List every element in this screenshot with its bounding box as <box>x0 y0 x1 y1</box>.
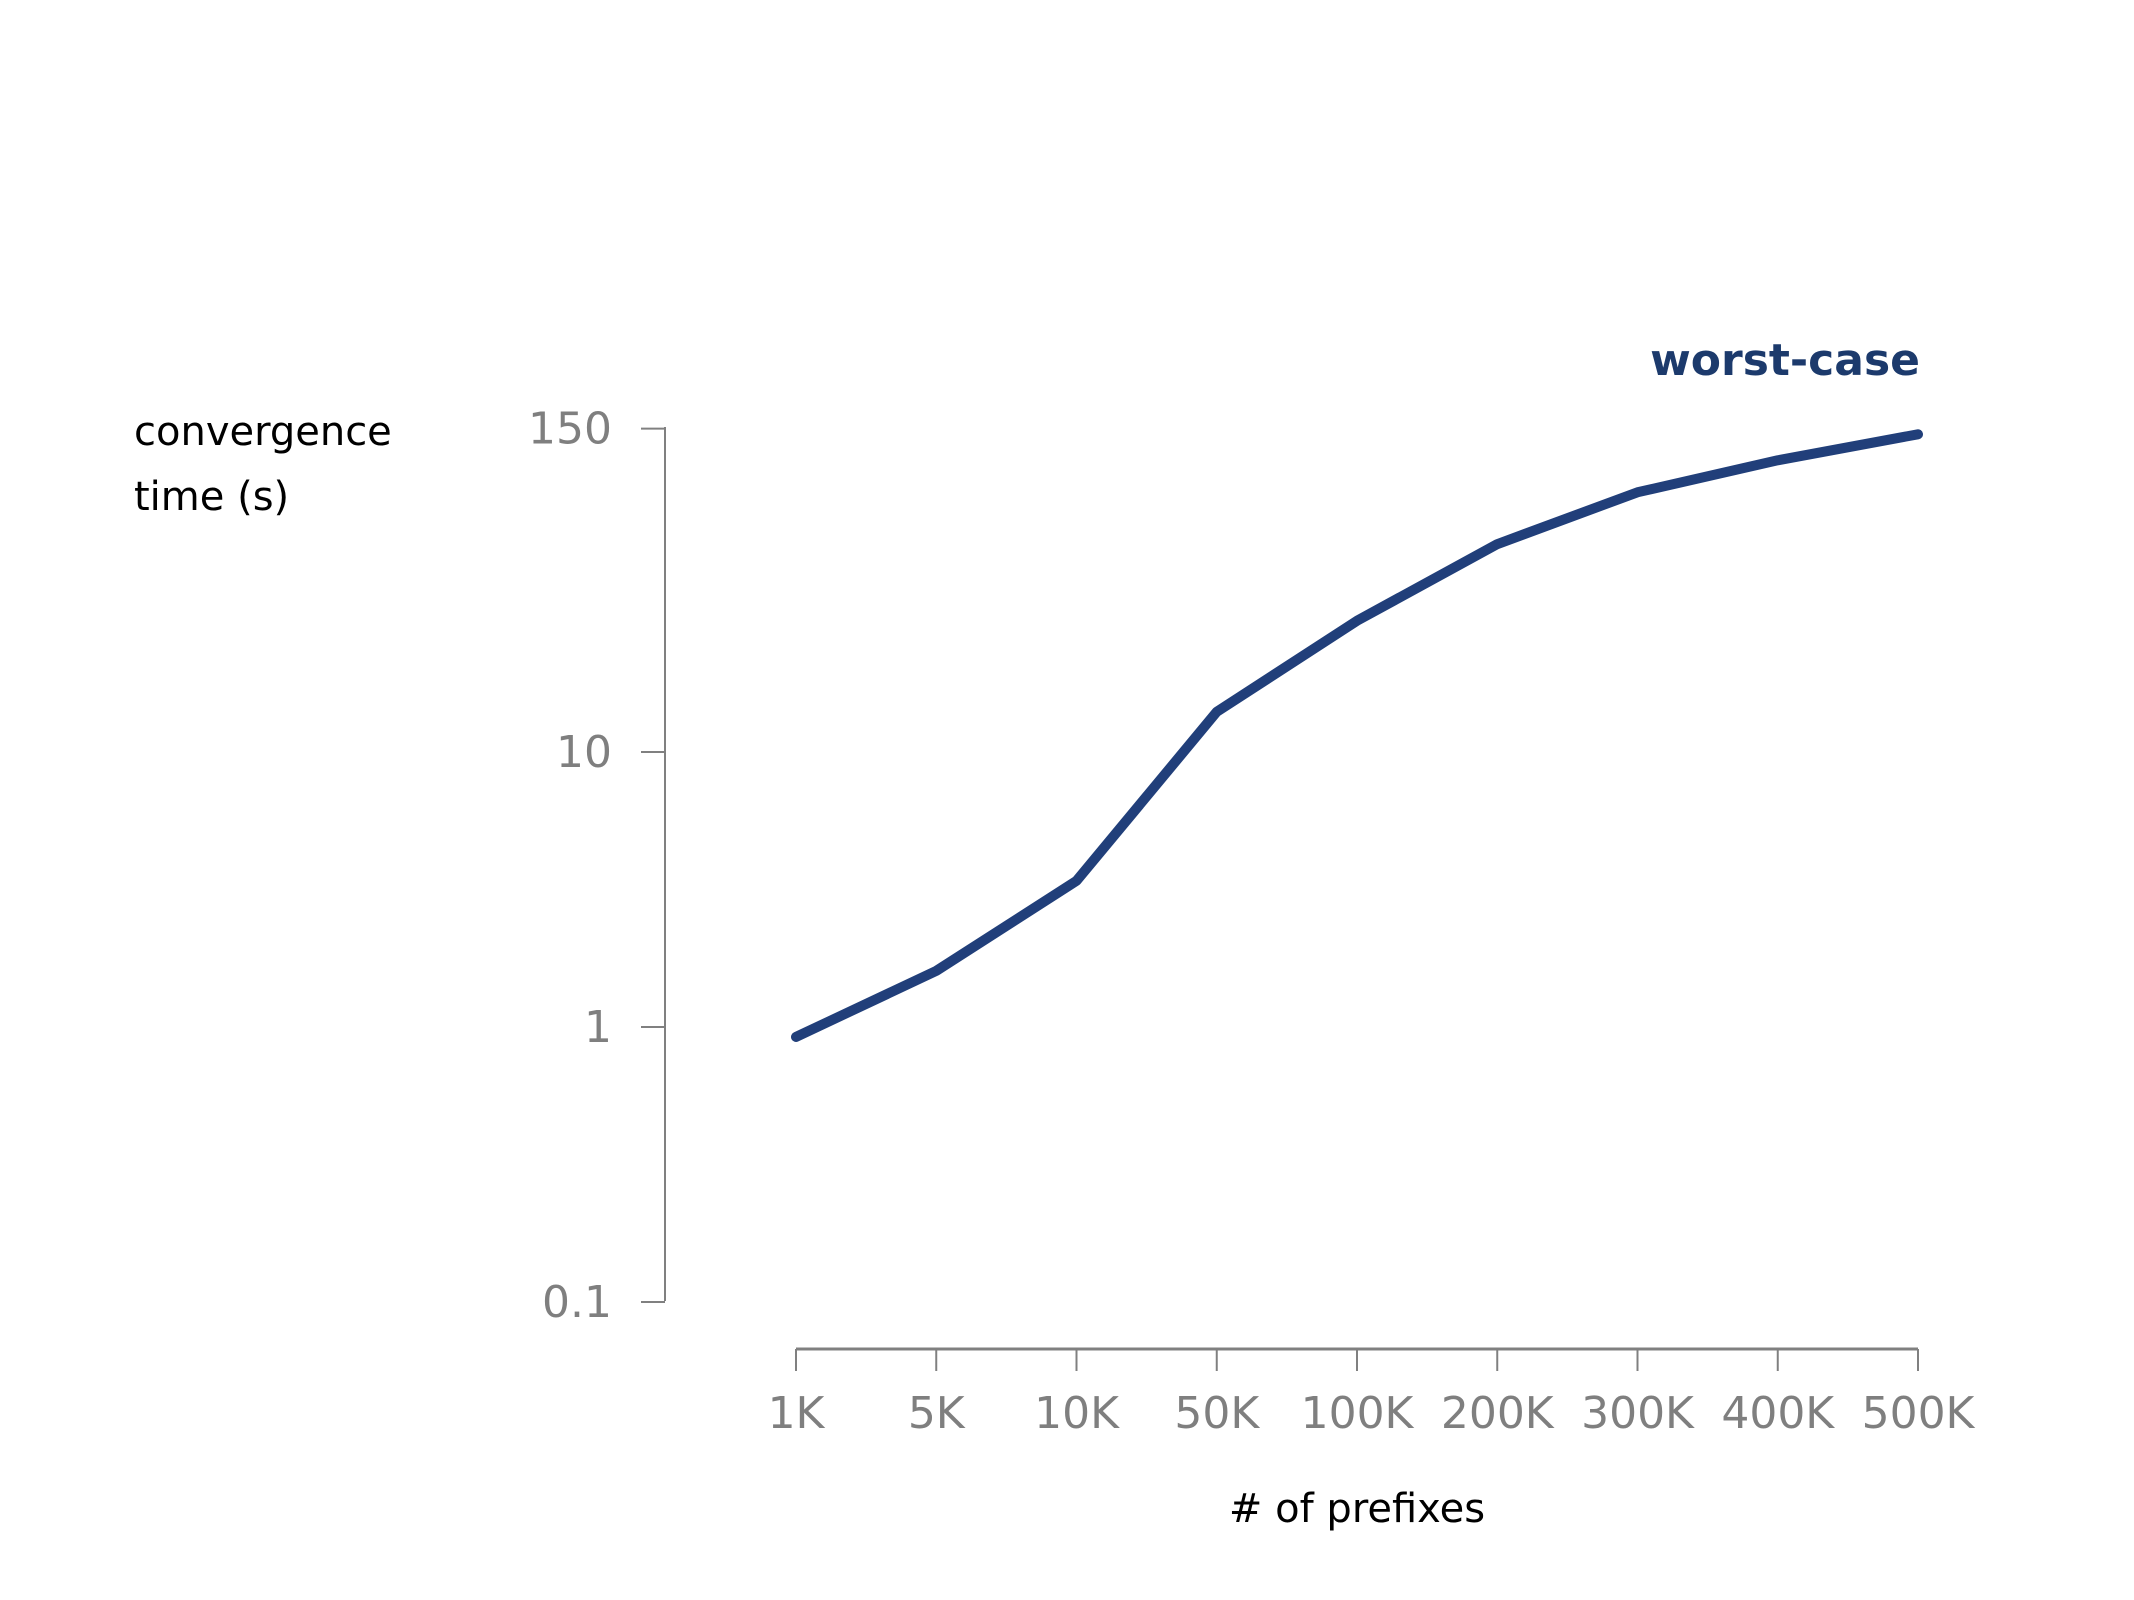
x-axis-ticks: 1K 5K 10K 50K 100K 200K 300K 400K 500K <box>768 1349 1976 1439</box>
x-tick-label: 100K <box>1301 1388 1415 1439</box>
y-axis-title-line-2: time (s) <box>134 474 289 520</box>
y-tick-label: 1 <box>584 1002 612 1053</box>
x-tick-label: 400K <box>1721 1388 1835 1439</box>
y-axis-ticks: 0.1 1 10 150 <box>528 404 665 1328</box>
y-axis-title-line-1: convergence <box>134 409 392 455</box>
x-tick-label: 50K <box>1174 1388 1260 1439</box>
x-tick-label: 500K <box>1862 1388 1976 1439</box>
x-tick-label: 300K <box>1581 1388 1695 1439</box>
x-tick-label: 10K <box>1034 1388 1120 1439</box>
series-line-worst-case <box>791 429 1923 1042</box>
x-tick-label: 5K <box>908 1388 966 1439</box>
x-tick-label: 1K <box>768 1388 826 1439</box>
x-tick-label: 200K <box>1441 1388 1555 1439</box>
series-label: worst-case <box>1650 335 1920 386</box>
y-tick-label: 0.1 <box>542 1277 612 1328</box>
y-tick-label: 150 <box>528 404 612 455</box>
y-axis-title: convergence time (s) <box>134 409 392 520</box>
x-axis-title: # of prefixes <box>1229 1486 1485 1532</box>
y-tick-label: 10 <box>556 727 612 778</box>
series-group: worst-case <box>791 335 1923 1042</box>
